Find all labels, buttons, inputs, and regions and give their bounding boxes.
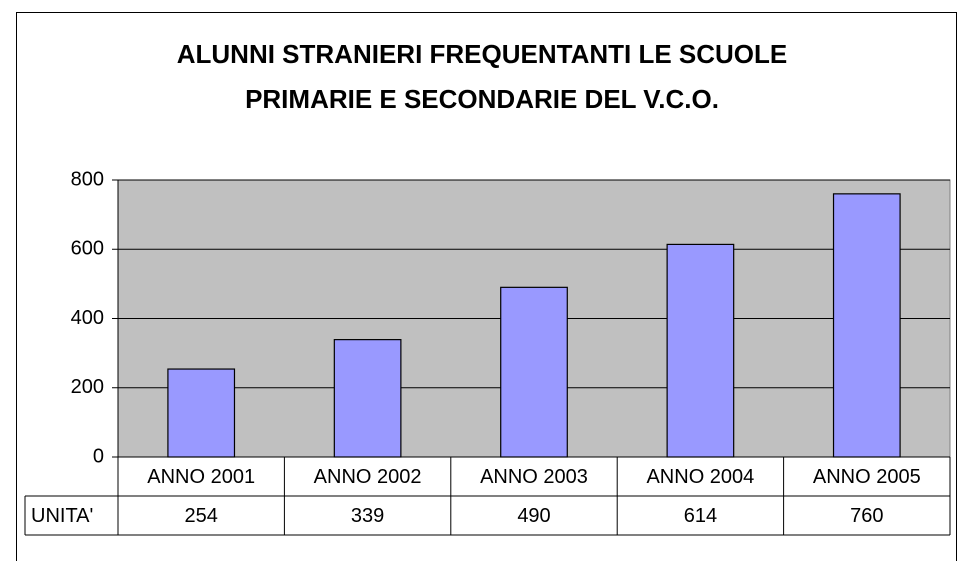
x-tick-label: ANNO 2004 — [646, 466, 754, 488]
x-tick-label: ANNO 2003 — [480, 466, 588, 488]
table-value: 490 — [517, 505, 550, 527]
table-series-name: UNITA' — [31, 505, 93, 527]
y-tick-label: 400 — [71, 307, 104, 329]
table-value: 339 — [351, 505, 384, 527]
bar — [666, 243, 735, 458]
bar — [832, 193, 901, 458]
bar — [167, 368, 236, 458]
table-value: 760 — [850, 505, 883, 527]
y-tick-label: 200 — [71, 376, 104, 398]
x-tick-label: ANNO 2002 — [314, 466, 422, 488]
chart-title: PRIMARIE E SECONDARIE DEL V.C.O. — [245, 84, 719, 114]
y-tick-label: 600 — [71, 238, 104, 260]
table-value: 254 — [185, 505, 218, 527]
y-tick-label: 0 — [93, 445, 104, 467]
chart-title: ALUNNI STRANIERI FREQUENTANTI LE SCUOLE — [177, 39, 788, 69]
bar — [500, 286, 568, 458]
y-tick-label: 800 — [71, 168, 104, 190]
x-tick-label: ANNO 2005 — [813, 466, 921, 488]
x-tick-label: ANNO 2001 — [147, 466, 255, 488]
table-value: 614 — [684, 505, 717, 527]
bar — [333, 339, 402, 458]
